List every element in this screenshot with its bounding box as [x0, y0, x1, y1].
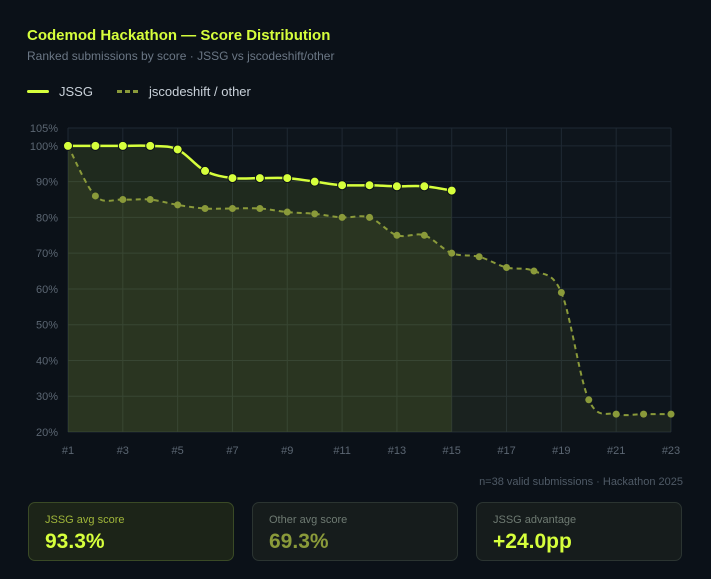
- data-point-jssg: [117, 140, 128, 151]
- chart-legend: JSSG jscodeshift / other: [27, 84, 275, 99]
- data-point-other: [256, 204, 264, 212]
- data-point-other: [366, 213, 373, 221]
- x-tick-label: #11: [333, 445, 351, 457]
- stat-value: +24.0pp: [493, 530, 572, 553]
- stat-card-other-avg: Other avg score 69.3%: [252, 502, 458, 561]
- data-point-other: [119, 196, 127, 204]
- y-tick-label: 20%: [36, 427, 58, 439]
- data-point-other: [475, 253, 483, 261]
- x-tick-label: #3: [117, 445, 129, 457]
- data-point-other: [201, 204, 209, 212]
- stat-card-jssg-avg: JSSG avg score 93.3%: [28, 502, 234, 561]
- x-tick-label: #7: [226, 445, 238, 457]
- x-tick-label: #1: [62, 445, 74, 457]
- data-point-other: [393, 231, 401, 239]
- data-point-jssg: [227, 173, 238, 184]
- data-point-other: [420, 231, 428, 239]
- y-tick-label: 40%: [36, 355, 58, 367]
- data-point-other: [612, 410, 620, 418]
- data-point-other: [503, 263, 511, 271]
- data-point-other: [530, 267, 538, 275]
- x-tick-label: #9: [281, 445, 293, 457]
- y-tick-label: 50%: [36, 320, 58, 332]
- data-point-jssg: [337, 180, 348, 191]
- data-point-other: [585, 396, 593, 404]
- data-point-other: [667, 410, 675, 418]
- data-point-jssg: [145, 140, 156, 151]
- data-point-jssg: [446, 185, 457, 196]
- data-point-other: [91, 192, 99, 200]
- y-tick-label: 105%: [30, 123, 58, 135]
- data-point-other: [557, 289, 565, 297]
- x-tick-label: #17: [497, 445, 515, 457]
- data-point-jssg: [200, 165, 211, 176]
- data-point-jssg: [419, 181, 430, 192]
- legend-swatch-other: [116, 90, 139, 93]
- data-point-other: [338, 213, 346, 221]
- data-point-other: [448, 249, 456, 257]
- legend-label-jssg: JSSG: [59, 84, 93, 99]
- legend-swatch-jssg: [27, 90, 49, 93]
- series-area-jssg: [68, 145, 452, 432]
- stat-label: JSSG advantage: [493, 514, 577, 526]
- y-tick-label: 30%: [36, 391, 58, 403]
- data-point-jssg: [391, 181, 402, 192]
- y-tick-label: 100%: [30, 141, 58, 153]
- data-point-other: [311, 210, 319, 218]
- legend-label-other: jscodeshift / other: [148, 84, 251, 99]
- data-point-jssg: [364, 180, 375, 191]
- legend-item-other: jscodeshift / other: [116, 84, 251, 99]
- y-tick-label: 90%: [36, 177, 58, 189]
- data-point-other: [283, 208, 291, 216]
- x-tick-label: #21: [607, 445, 625, 457]
- x-tick-label: #15: [443, 445, 461, 457]
- data-point-jssg: [90, 140, 101, 151]
- legend-item-jssg: JSSG: [27, 84, 93, 99]
- stat-value: 69.3%: [269, 530, 329, 553]
- y-tick-label: 80%: [36, 212, 58, 224]
- plot-area: [68, 128, 671, 432]
- data-point-jssg: [63, 140, 73, 151]
- data-point-jssg: [172, 144, 183, 155]
- series-area-other: [68, 145, 671, 432]
- data-point-jssg: [254, 173, 265, 184]
- stat-value: 93.3%: [45, 530, 105, 553]
- stat-label: Other avg score: [269, 514, 348, 526]
- x-tick-label: #23: [662, 445, 680, 457]
- y-tick-label: 60%: [36, 284, 58, 296]
- x-tick-label: #5: [172, 445, 184, 457]
- chart-footnote: n=38 valid submissions · Hackathon 2025: [479, 476, 683, 488]
- score-distribution-chart: 20% 30% 40% 50% 60% 70% 80% 90% 100% 105% #1 #3 #5 #7…: [30, 123, 680, 457]
- page-subtitle: Ranked submissions by score · JSSG vs js…: [27, 49, 335, 63]
- stat-label: JSSG avg score: [45, 514, 125, 526]
- data-point-other: [174, 201, 182, 209]
- page-title: Codemod Hackathon — Score Distribution: [27, 27, 331, 44]
- data-point-jssg: [309, 176, 320, 187]
- data-point-jssg: [282, 173, 293, 184]
- data-point-other: [640, 410, 648, 418]
- x-tick-label: #19: [552, 445, 570, 457]
- data-point-other: [146, 196, 154, 204]
- x-tick-label: #13: [388, 445, 406, 457]
- stat-card-advantage: JSSG advantage +24.0pp: [476, 502, 682, 561]
- data-point-other: [228, 204, 236, 212]
- y-tick-label: 70%: [36, 248, 58, 260]
